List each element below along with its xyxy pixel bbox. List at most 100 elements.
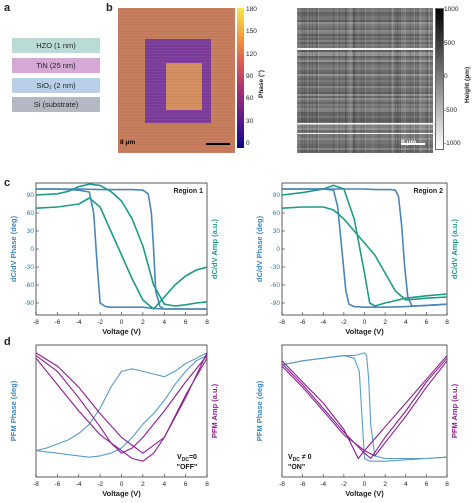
x-tick-label: -4 bbox=[320, 319, 326, 326]
y-tick-label: 90 bbox=[27, 192, 35, 199]
colorbar-tick: 120 bbox=[246, 50, 257, 58]
x-tick-label: -8 bbox=[33, 481, 39, 488]
x-tick-label: 8 bbox=[445, 481, 449, 488]
x-tick-label: -6 bbox=[54, 481, 60, 488]
y-axis-label: dC/dV Phase (deg) bbox=[9, 215, 18, 282]
x-tick-label: -8 bbox=[279, 481, 285, 488]
x-tick-label: 2 bbox=[383, 319, 387, 326]
colorbar-tick: 0 bbox=[246, 140, 250, 147]
layer-0: HZO (1 nm) bbox=[12, 38, 100, 53]
x-tick-label: 8 bbox=[205, 481, 209, 488]
x-tick-label: 6 bbox=[425, 481, 429, 488]
y-axis-label-right: dC/dV Amp (a.u.) bbox=[210, 218, 219, 279]
x-tick-label: -6 bbox=[300, 481, 306, 488]
colorbar-tick: 30 bbox=[246, 117, 254, 125]
y-tick-label: -90 bbox=[25, 300, 35, 307]
y-tick-label: 30 bbox=[273, 228, 281, 235]
x-tick-label: 0 bbox=[363, 319, 367, 326]
x-tick-label: -4 bbox=[76, 319, 82, 326]
y-tick-label: 30 bbox=[27, 228, 35, 235]
series-line-4 bbox=[281, 360, 448, 457]
phase-colorbar bbox=[237, 8, 244, 148]
height-map-image bbox=[297, 8, 433, 153]
series-line-4 bbox=[35, 352, 208, 454]
series-line-2 bbox=[35, 183, 208, 307]
series-line-1 bbox=[281, 352, 448, 460]
layer-3: Si (substrate) bbox=[12, 97, 100, 112]
chart-title: Region 2 bbox=[413, 188, 443, 195]
colorbar-tick: 500 bbox=[444, 39, 455, 47]
x-tick-label: -2 bbox=[97, 481, 103, 488]
layer-2: SiO₂ (2 nm) bbox=[12, 78, 100, 93]
x-tick-label: 2 bbox=[141, 481, 145, 488]
series-line-2 bbox=[281, 355, 448, 460]
layer-1: TiN (25 nm) bbox=[12, 58, 100, 73]
y-tick-label: 0 bbox=[276, 246, 280, 253]
series-line-3 bbox=[281, 206, 448, 301]
chart-0: -8 -6 -4 -2 0 2 4 6 8 90 60 30 0 -30 -60 -90 Voltage (V)… bbox=[9, 182, 219, 336]
panel-letter-d: d bbox=[4, 336, 11, 348]
y-tick-label: 60 bbox=[27, 210, 35, 217]
series-line-3 bbox=[281, 357, 448, 460]
x-tick-label: -6 bbox=[300, 319, 306, 326]
height-map-scale-bar: 8 μm bbox=[401, 139, 417, 146]
y-axis-label: PFM Phase (deg) bbox=[255, 380, 264, 441]
series-line-0 bbox=[281, 355, 448, 462]
x-tick-label: -4 bbox=[76, 481, 82, 488]
series-line-0 bbox=[36, 188, 207, 310]
colorbar-tick: 0 bbox=[444, 73, 448, 80]
x-tick-label: 6 bbox=[184, 481, 188, 488]
y-tick-label: -30 bbox=[25, 264, 35, 271]
x-tick-label: 0 bbox=[363, 481, 367, 488]
x-tick-label: 8 bbox=[205, 319, 209, 326]
panel-letter-b: b bbox=[106, 2, 113, 14]
series-line-2 bbox=[35, 355, 208, 454]
x-tick-label: 4 bbox=[404, 481, 408, 488]
x-tick-label: 2 bbox=[141, 319, 145, 326]
annotation-vdc: VDC ≠ 0 bbox=[288, 454, 312, 463]
x-tick-label: 4 bbox=[162, 481, 166, 488]
chart-1: -8 -6 -4 -2 0 2 4 6 8 90 60 30 0 -30 -60 -90 Voltage (V)… bbox=[255, 182, 459, 336]
panel-letter-c: c bbox=[4, 177, 11, 189]
phase-map-image bbox=[118, 8, 235, 153]
height-colorbar bbox=[435, 8, 444, 150]
y-tick-label: 60 bbox=[273, 210, 281, 217]
colorbar-tick: 150 bbox=[246, 28, 257, 36]
x-tick-label: -8 bbox=[279, 319, 285, 326]
x-tick-label: -2 bbox=[97, 319, 103, 326]
y-axis-label: PFM Phase (deg) bbox=[9, 380, 18, 441]
series-line-0 bbox=[35, 352, 208, 452]
x-axis-label: Voltage (V) bbox=[102, 327, 141, 336]
plot-frame bbox=[281, 182, 448, 316]
x-tick-label: -4 bbox=[320, 481, 326, 488]
colorbar-tick: 1000 bbox=[444, 6, 459, 13]
x-tick-label: 8 bbox=[445, 319, 449, 326]
y-tick-label: 0 bbox=[30, 246, 34, 253]
chart-title: Region 1 bbox=[173, 188, 203, 195]
panel-letter-a: a bbox=[4, 2, 11, 14]
series-line-1 bbox=[35, 355, 208, 458]
x-axis-label: Voltage (V) bbox=[345, 327, 384, 336]
series-line-2 bbox=[281, 184, 448, 307]
y-tick-label: 90 bbox=[273, 192, 281, 199]
y-tick-label: -90 bbox=[271, 300, 281, 307]
x-tick-label: 0 bbox=[120, 319, 124, 326]
colorbar-tick: 60 bbox=[246, 95, 254, 103]
y-axis-label-right: dC/dV Amp (a.u.) bbox=[450, 218, 459, 279]
chart-3: -8 -6 -4 -2 0 2 4 6 8 Voltage (V) PFM Phase (deg) P… bbox=[255, 344, 459, 498]
x-tick-label: 6 bbox=[184, 319, 188, 326]
y-axis-label-right: PFM Amp (a.u.) bbox=[210, 383, 219, 438]
x-axis-label: Voltage (V) bbox=[345, 489, 384, 498]
x-tick-label: 4 bbox=[162, 319, 166, 326]
x-tick-label: -2 bbox=[341, 481, 347, 488]
colorbar-tick: -1000 bbox=[444, 140, 461, 147]
series-line-1 bbox=[36, 188, 207, 310]
colorbar-tick: 180 bbox=[246, 6, 257, 13]
x-axis-label: Voltage (V) bbox=[102, 489, 141, 498]
y-tick-label: -60 bbox=[271, 282, 281, 289]
y-tick-label: -30 bbox=[271, 264, 281, 271]
y-axis-label-right: PFM Amp (a.u.) bbox=[450, 383, 459, 438]
x-tick-label: 0 bbox=[120, 481, 124, 488]
series-line-1 bbox=[282, 188, 448, 307]
